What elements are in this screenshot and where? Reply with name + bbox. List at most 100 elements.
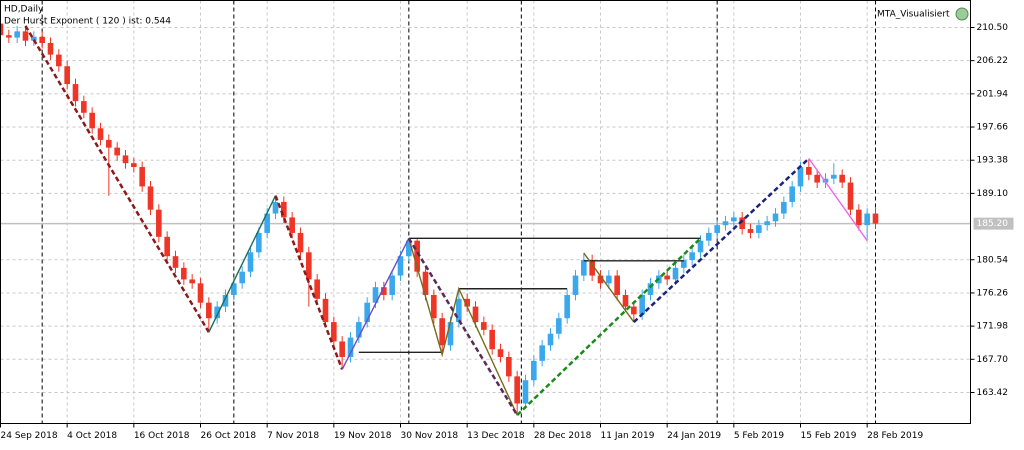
x-tick-label: 24 Jan 2019 xyxy=(667,431,721,441)
candle-body xyxy=(314,279,320,299)
candle-body xyxy=(556,318,562,334)
candle-body xyxy=(381,287,387,295)
candle-body xyxy=(281,201,287,218)
candle-body xyxy=(497,349,504,357)
candle-body xyxy=(389,275,395,295)
x-tick-label: 4 Oct 2018 xyxy=(67,431,117,441)
candle-body xyxy=(31,36,37,41)
candle-body xyxy=(772,213,779,222)
candle-body xyxy=(372,287,379,303)
candle-body xyxy=(806,167,812,175)
candle-body xyxy=(56,54,62,67)
candle-body xyxy=(197,283,204,303)
candle-body xyxy=(206,302,212,319)
candle-body xyxy=(789,186,795,202)
y-tick-label: 163.42 xyxy=(977,388,1009,398)
candle-body xyxy=(72,84,79,102)
x-tick-label: 16 Oct 2018 xyxy=(134,431,190,441)
candle-body xyxy=(131,163,137,168)
current-price-box xyxy=(973,217,1014,230)
candle-body xyxy=(722,221,729,226)
candle-body xyxy=(872,213,879,224)
candle-body xyxy=(156,209,162,237)
candle-body xyxy=(14,31,20,38)
candle-body xyxy=(431,294,437,319)
candle-body xyxy=(572,275,579,295)
candle-body xyxy=(581,260,587,276)
candle-body xyxy=(547,333,554,346)
candle-body xyxy=(506,356,512,377)
candle-body xyxy=(422,271,429,295)
x-tick-label: 7 Nov 2018 xyxy=(267,431,319,441)
candle-body xyxy=(514,376,520,404)
candle-body xyxy=(64,66,70,85)
candle-body xyxy=(89,112,95,129)
x-tick-label: 30 Nov 2018 xyxy=(401,431,459,441)
candle-body xyxy=(706,232,712,241)
candle-body xyxy=(856,209,862,226)
candle-body xyxy=(306,252,312,280)
candle-body xyxy=(114,147,120,156)
zigzag-line xyxy=(208,195,277,333)
x-tick-label: 19 Nov 2018 xyxy=(334,431,392,441)
x-tick-label: 5 Feb 2019 xyxy=(734,431,785,441)
candle-body xyxy=(81,101,87,113)
x-tick-label: 11 Jan 2019 xyxy=(601,431,655,441)
candle-body xyxy=(39,36,45,43)
indicator-label: Der Hurst Exponent ( 120 ) ist: 0.544 xyxy=(4,17,171,27)
candle-body xyxy=(814,174,820,183)
candle-body xyxy=(239,271,245,284)
chart-title: HD,Daily xyxy=(4,5,44,15)
candle-body xyxy=(664,275,670,280)
candle-body xyxy=(347,337,354,357)
candle-body xyxy=(272,201,279,214)
candle-body xyxy=(606,275,612,284)
candle-body xyxy=(356,322,362,338)
candle-body xyxy=(97,128,104,140)
candle-body xyxy=(847,182,854,210)
candle-body xyxy=(731,217,737,222)
candle-body xyxy=(472,306,479,323)
x-tick-label: 15 Feb 2019 xyxy=(801,431,857,441)
candle-body xyxy=(797,167,804,187)
current-price-label: 185.20 xyxy=(977,219,1009,229)
candle-body xyxy=(322,298,329,323)
candle-body xyxy=(0,23,4,36)
x-tick-label: 26 Oct 2018 xyxy=(201,431,257,441)
candle-body xyxy=(831,174,837,179)
y-tick-label: 206.22 xyxy=(977,56,1009,66)
candle-body xyxy=(364,302,370,323)
candle-body xyxy=(481,322,487,330)
candle-body xyxy=(689,252,695,261)
candle-body xyxy=(339,341,345,357)
candle-body xyxy=(781,201,787,214)
y-tick-label: 197.66 xyxy=(977,123,1009,133)
candle-body xyxy=(231,283,237,295)
y-tick-label: 193.38 xyxy=(977,156,1009,166)
candle-body xyxy=(522,380,529,404)
zigzag-line xyxy=(583,252,635,323)
candle-body xyxy=(222,294,229,307)
zigzag-line xyxy=(341,238,410,370)
annotation: MTA_Visualisiert xyxy=(877,10,950,20)
annotation-icon xyxy=(955,7,969,21)
candle-body xyxy=(647,283,654,295)
candle-body xyxy=(639,294,645,315)
candle-body xyxy=(597,275,604,284)
y-tick-label: 210.50 xyxy=(977,23,1009,33)
zigzag-line xyxy=(407,237,519,416)
candle-body xyxy=(764,221,770,226)
candle-body xyxy=(447,322,454,346)
x-tick-label: 13 Dec 2018 xyxy=(467,431,525,441)
candle-body xyxy=(681,260,687,268)
candle-body xyxy=(672,267,679,280)
x-tick-label: 28 Feb 2019 xyxy=(867,431,923,441)
y-tick-label: 176.26 xyxy=(977,288,1009,298)
candle-body xyxy=(164,236,170,257)
candle-body xyxy=(397,256,404,276)
candle-body xyxy=(297,232,304,253)
candle-body xyxy=(47,42,54,55)
candle-body xyxy=(22,31,29,41)
zigzag-line xyxy=(274,195,344,370)
